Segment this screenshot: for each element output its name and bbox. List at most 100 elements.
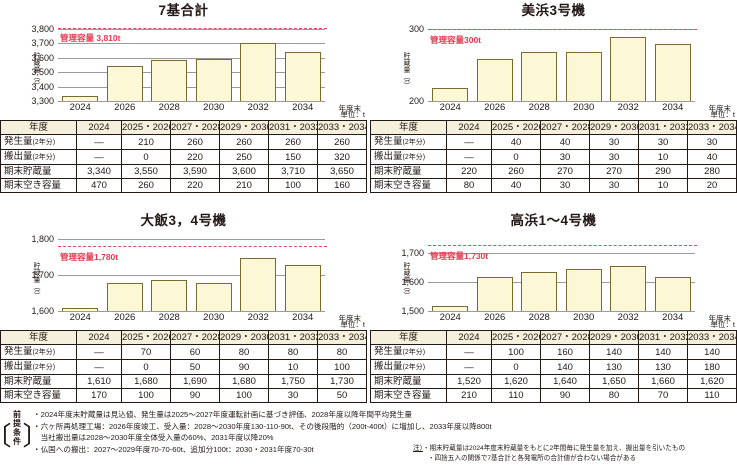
bar-2034: [284, 265, 321, 312]
panel-title-ohi-3-4: 大飯3，4号機: [140, 213, 227, 228]
cell-free: 100: [268, 178, 318, 193]
cell-generation: 80: [317, 344, 367, 360]
x-tick-label: 2032: [247, 312, 269, 323]
bar-group: [428, 240, 695, 312]
cell-storage: 1,620: [687, 374, 737, 389]
cell-generation: 260: [268, 134, 318, 150]
table-header-cell: 2025・2026: [121, 120, 171, 135]
bar-column: [610, 240, 647, 312]
cell-free: 110: [491, 388, 541, 403]
x-tick-label: 2024: [69, 102, 91, 113]
cell-shipment: 10: [638, 149, 688, 165]
bar-column: [476, 30, 513, 102]
cell-free: 70: [638, 388, 688, 403]
cell-storage: 1,730: [317, 374, 367, 389]
bar-2028: [151, 60, 188, 102]
bar-column: [195, 240, 232, 312]
x-tick-label: 2024: [69, 312, 91, 323]
table-header-cell: 2031・2032: [638, 330, 688, 345]
cell-storage: 1,620: [491, 374, 541, 389]
table-row: 期末空き容量 80 40 30 30 10 20: [370, 178, 737, 193]
note-line: ・四捨五入の関係で7基合計と各発電所の合計値が合わない場合がある: [428, 454, 637, 462]
plot-area: 3,300 3,400 3,500 3,600 3,700 3,800 管理容量 3,810…: [31, 24, 327, 106]
bar-2026: [106, 66, 143, 102]
y-tick-label: 1,600: [31, 306, 54, 316]
cell-shipment: 0: [121, 149, 171, 165]
chart-takahama-1-4: 貯蔵量（t） 1,500 1,600 1,700 管理容量1,730t 2024 2026 2…: [370, 232, 737, 323]
table-header-cell: 2029・2030: [589, 330, 639, 345]
table-header-cell: 2029・2030: [219, 120, 269, 135]
y-tick-label: 200: [408, 96, 424, 106]
x-axis: [428, 311, 695, 312]
x-tick-labels: 2024 2026 2028 2030 2032 2034: [58, 102, 325, 114]
cell-shipment: 30: [540, 149, 590, 165]
cell-generation: 30: [638, 134, 688, 150]
cell-free: 100: [121, 388, 171, 403]
capacity-line: [58, 246, 327, 248]
x-tick-label: 2034: [292, 312, 314, 323]
capacity-label: 管理容量300t: [430, 34, 482, 45]
row-label-free: 期末空き容量: [0, 178, 77, 193]
row-label-storage: 期末貯蔵量: [0, 164, 77, 179]
x-axis-label: 年度末: [338, 314, 362, 323]
cell-shipment: 90: [219, 359, 269, 375]
cell-generation: 260: [170, 134, 220, 150]
table-header-cell: 2029・2030: [589, 120, 639, 135]
bar-group: [58, 240, 325, 312]
assumptions-label: 前提条件: [12, 410, 22, 446]
unit-label: 単位：t: [340, 110, 365, 119]
gridline: 3,500: [31, 67, 325, 77]
cell-storage: 1,750: [268, 374, 318, 389]
panel-mihama-3: 美浜3号機 貯蔵量（t） 200 300 管理容量300t 2024 2026 2028 203…: [370, 0, 737, 193]
cell-generation: 80: [219, 344, 269, 360]
cell-free: 210: [219, 178, 269, 193]
y-tick-label: 1,500: [401, 306, 424, 316]
x-tick-label: 2028: [158, 102, 180, 113]
table-header-cell: 2024: [76, 120, 122, 135]
cell-shipment: 10: [268, 359, 318, 375]
panel-takahama-1-4: 高浜1〜4号機 貯蔵量（t） 1,500 1,600 1,700 管理容量1,730t 20…: [370, 210, 737, 403]
table-header-row: 年度 2024 2025・2026 2027・2028 2029・2030 2031・20…: [0, 330, 367, 345]
cell-storage: 1,610: [76, 374, 122, 389]
table-header-cell: 2033・2034: [687, 120, 737, 135]
cell-shipment: 0: [491, 359, 541, 375]
cell-storage: 270: [540, 164, 590, 179]
table-header-cell: 年度: [370, 120, 447, 135]
bar-column: [654, 30, 691, 102]
y-tick-label: 300: [408, 24, 424, 34]
y-axis-label: 貯蔵量（t）: [33, 262, 40, 299]
x-axis-label: 年度末: [338, 104, 362, 113]
cell-free: 80: [446, 178, 492, 193]
cell-shipment: 0: [121, 359, 171, 375]
cell-free: 30: [268, 388, 318, 403]
gridline: 1,800: [31, 234, 325, 244]
cell-generation: 260: [317, 134, 367, 150]
unit-label: 単位：t: [340, 320, 365, 329]
x-tick-label: 2030: [573, 102, 595, 113]
row-label-free: 期末空き容量: [370, 388, 447, 403]
cell-shipment: 250: [219, 149, 269, 165]
row-label-free: 期末空き容量: [0, 388, 77, 403]
cell-free: 90: [540, 388, 590, 403]
cell-storage: 1,680: [219, 374, 269, 389]
cell-generation: 30: [687, 134, 737, 150]
cell-free: 470: [76, 178, 122, 193]
capacity-line: [428, 244, 697, 246]
assumption-lines: ・2024年度末貯蔵量は見込値、発生量は2025〜2027年度運転計画に基づき評…: [33, 409, 733, 455]
row-label-generation: 発生量(2年分): [0, 134, 77, 150]
table-header-cell: 2025・2026: [491, 330, 541, 345]
x-tick-label: 2032: [617, 312, 639, 323]
cell-shipment: 220: [170, 149, 220, 165]
table-header-cell: 2031・2032: [268, 120, 318, 135]
cell-free: 40: [491, 178, 541, 193]
chart-ohi-3-4: 貯蔵量（t） 1,600 1,700 1,800 管理容量1,780t 2024 2026 2…: [0, 232, 367, 323]
bracket-right-icon: 〕: [22, 421, 49, 451]
bar-2030: [565, 51, 602, 102]
table-header-cell: 2024: [76, 330, 122, 345]
x-tick-label: 2026: [114, 102, 136, 113]
x-tick-label: 2032: [617, 102, 639, 113]
bar-column: [432, 240, 469, 312]
y-tick-label: 1,600: [401, 277, 424, 288]
row-label-shipment: 搬出量(2年分): [370, 149, 447, 165]
cell-generation: —: [76, 344, 122, 360]
